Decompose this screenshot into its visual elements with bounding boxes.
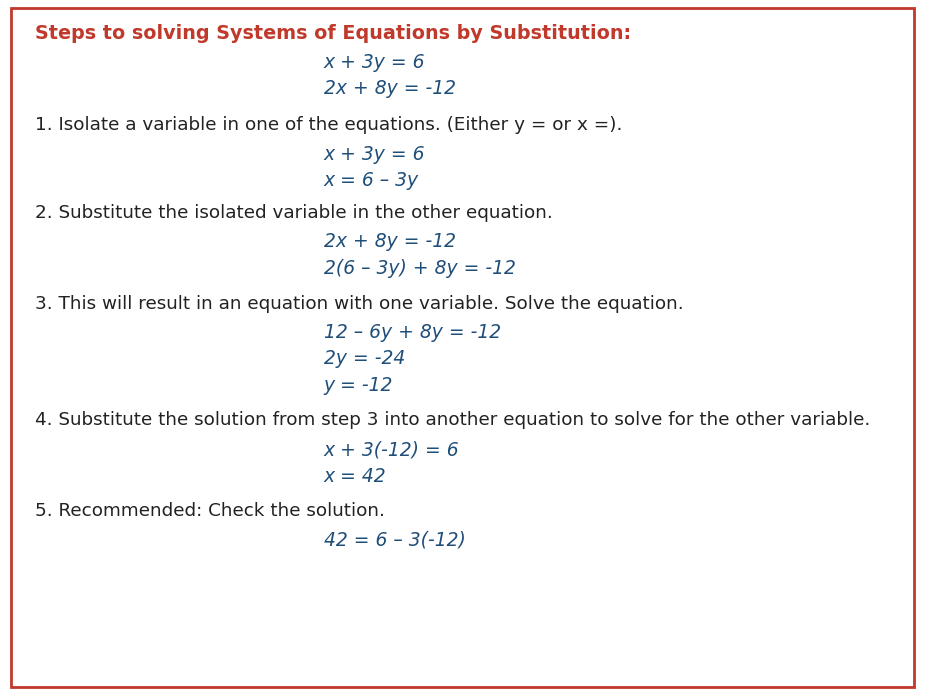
Text: x = 6 – 3y: x = 6 – 3y (324, 171, 419, 190)
Text: x + 3(-12) = 6: x + 3(-12) = 6 (324, 440, 460, 459)
Text: 12 – 6y + 8y = -12: 12 – 6y + 8y = -12 (324, 322, 500, 342)
Text: x + 3y = 6: x + 3y = 6 (324, 53, 426, 72)
Text: 1. Isolate a variable in one of the equations. (Either y = or x =).: 1. Isolate a variable in one of the equa… (35, 116, 623, 134)
Text: 2x + 8y = -12: 2x + 8y = -12 (324, 79, 456, 99)
Text: 4. Substitute the solution from step 3 into another equation to solve for the ot: 4. Substitute the solution from step 3 i… (35, 411, 870, 430)
Text: y = -12: y = -12 (324, 375, 393, 395)
Text: x + 3y = 6: x + 3y = 6 (324, 145, 426, 164)
Text: 42 = 6 – 3(-12): 42 = 6 – 3(-12) (324, 530, 465, 550)
FancyBboxPatch shape (11, 8, 914, 687)
Text: 2(6 – 3y) + 8y = -12: 2(6 – 3y) + 8y = -12 (324, 259, 515, 278)
Text: 2y = -24: 2y = -24 (324, 349, 405, 368)
Text: 2x + 8y = -12: 2x + 8y = -12 (324, 232, 456, 252)
Text: x = 42: x = 42 (324, 466, 387, 486)
Text: 5. Recommended: Check the solution.: 5. Recommended: Check the solution. (35, 502, 385, 520)
Text: 3. This will result in an equation with one variable. Solve the equation.: 3. This will result in an equation with … (35, 295, 684, 313)
Text: Steps to solving Systems of Equations by Substitution:: Steps to solving Systems of Equations by… (35, 24, 631, 43)
Text: 2. Substitute the isolated variable in the other equation.: 2. Substitute the isolated variable in t… (35, 204, 553, 222)
